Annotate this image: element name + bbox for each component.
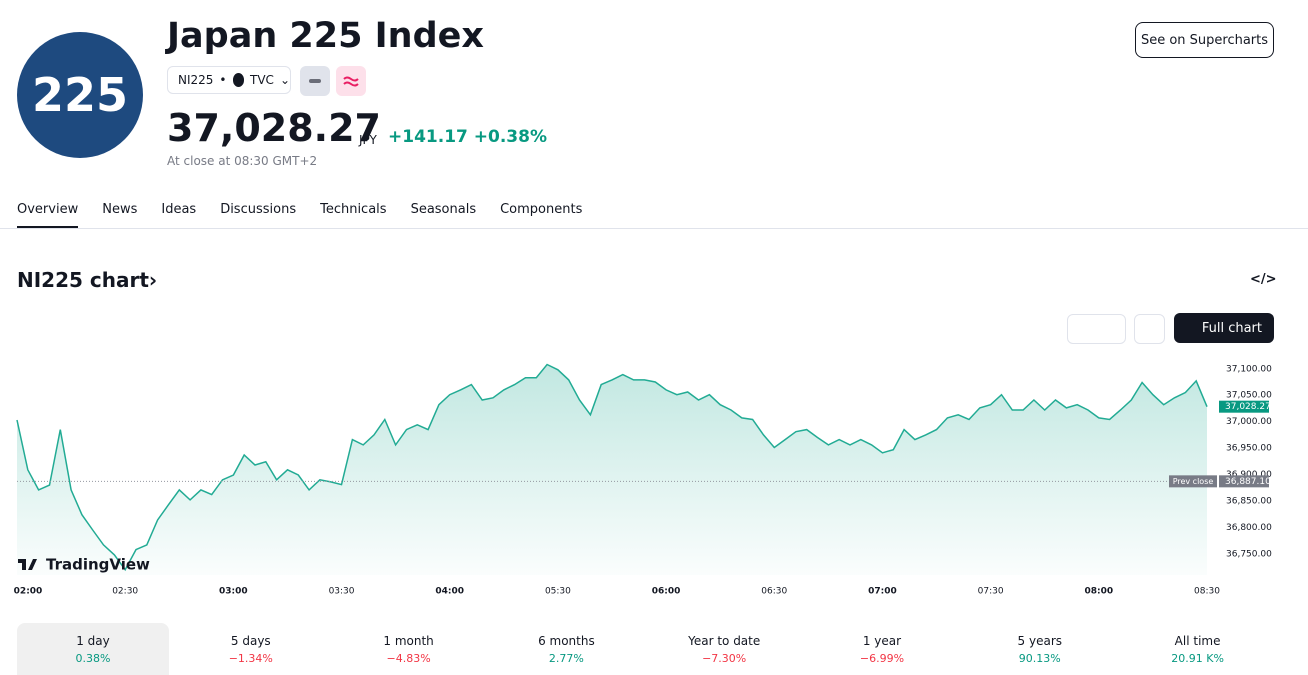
x-tick-label: 07:00 (868, 587, 897, 597)
x-tick-label: 03:00 (219, 587, 248, 597)
period-change: −6.99% (859, 651, 905, 665)
chevron: ⌄ (279, 73, 290, 87)
period-change: 0.38% (75, 651, 111, 665)
prev-close-tag (1169, 475, 1217, 488)
symbol-selector[interactable]: NI225 • TVC ⌄ (167, 66, 291, 94)
period-label: 1 year (862, 633, 902, 648)
period-change: 90.13% (1018, 651, 1061, 665)
snapshot-button[interactable] (1134, 314, 1165, 344)
period-label: 1 day (76, 633, 110, 648)
x-tick-label: 02:00 (14, 587, 43, 597)
area (17, 364, 1207, 575)
period-label: 6 months (538, 633, 595, 648)
dot: • (219, 73, 227, 87)
period[interactable]: 1 day 0.38% (17, 623, 169, 675)
period-label: 5 days (230, 633, 271, 648)
section-title[interactable]: NI225 chart› (17, 268, 158, 292)
change: +141.17 +0.38% (388, 127, 547, 147)
embed-button[interactable]: </> (1250, 272, 1277, 287)
period-change: −4.83% (386, 651, 431, 665)
x-tick-label: 08:30 (1194, 587, 1220, 597)
tab[interactable]: Seasonals (410, 202, 477, 217)
period-label: Year to date (688, 633, 761, 648)
watermark: TradingView (46, 556, 150, 574)
tab[interactable]: Components (500, 202, 583, 217)
y-tick-label: 37,100.00 (1226, 364, 1272, 374)
tab[interactable]: Ideas (161, 202, 197, 217)
icon (343, 76, 359, 87)
chart: 36,750.00 36,800.00 36,850.00 36,900.00 36,9… (14, 363, 1272, 597)
logo: 225 (17, 32, 143, 158)
period-change: −7.30% (702, 651, 747, 665)
currency: JPY (359, 133, 377, 147)
close-note: At close at 08:30 GMT+2 (167, 154, 318, 168)
icon-button[interactable] (336, 66, 366, 96)
x-tick-label: 06:30 (761, 587, 787, 597)
y-tick-label: 36,750.00 (1226, 549, 1272, 559)
tab[interactable]: News (102, 202, 138, 217)
period[interactable]: 5 days −1.34% (175, 623, 327, 675)
period[interactable]: 1 year −6.99% (806, 623, 958, 675)
y-tick-label: 36,950.00 (1226, 444, 1272, 454)
period[interactable]: Year to date −7.30% (648, 623, 800, 675)
tabs: Overview News Ideas Discussions Technicals Se… (17, 202, 582, 228)
section-title-text: NI225 chart (17, 268, 149, 292)
x-tick-label: 08:00 (1084, 587, 1113, 597)
x-tick-label: 06:00 (652, 587, 681, 597)
period-label: 1 month (383, 633, 434, 648)
change-pct: +0.38% (473, 127, 548, 147)
period-list: 1 day 0.38% 5 days −1.34% 1 month −4.83% 6 mon… (17, 623, 1279, 675)
period[interactable]: 5 years 90.13% (964, 623, 1116, 675)
divider (0, 228, 1308, 229)
y-tick-label: 37,050.00 (1226, 391, 1272, 401)
period[interactable]: 1 month −4.83% (333, 623, 485, 675)
chart-style-toggle[interactable] (1067, 314, 1126, 344)
period[interactable]: 6 months 2.77% (490, 623, 642, 675)
prev-close-box (1219, 475, 1269, 488)
prev-close-label: 36,887.10 (1225, 477, 1271, 487)
full-chart-button[interactable]: Full chart (1174, 313, 1274, 343)
x-tick-label: 05:30 (545, 587, 571, 597)
price: 37,028.27 (167, 106, 381, 150)
supercharts-button[interactable]: See on Supercharts (1135, 22, 1274, 58)
y-tick-label: 36,900.00 (1226, 470, 1272, 480)
exchange: TVC (250, 73, 274, 87)
period-change: 2.77% (548, 651, 584, 665)
icon-button[interactable] (300, 66, 330, 96)
period[interactable]: All time 20.91 K% (1122, 623, 1274, 675)
prev-close-name: Prev close (1173, 477, 1214, 486)
period-change: −1.34% (228, 651, 273, 665)
period-label: 5 years (1017, 633, 1063, 648)
y-tick-label: 36,850.00 (1226, 496, 1272, 506)
price-line (16, 363, 1208, 572)
tab[interactable]: Overview (17, 202, 79, 228)
symbol: NI225 (178, 73, 214, 87)
exchange-icon (232, 73, 245, 87)
watermark-logo (18, 559, 37, 570)
tab[interactable]: Technicals (320, 202, 387, 217)
change-abs: +141.17 (388, 127, 468, 147)
y-tick-label: 37,000.00 (1226, 417, 1272, 427)
x-tick-label: 04:00 (435, 587, 464, 597)
last-price-box (1219, 400, 1269, 413)
y-tick-label: 36,800.00 (1226, 523, 1272, 533)
tab[interactable]: Discussions (220, 202, 297, 217)
x-tick-label: 07:30 (978, 587, 1004, 597)
period-change: 20.91 K% (1171, 651, 1224, 665)
x-tick-label: 02:30 (112, 587, 138, 597)
title: Japan 225 Index (167, 16, 484, 56)
x-tick-label: 03:30 (329, 587, 355, 597)
period-label: All time (1174, 633, 1221, 648)
last-price-label: 37,028.27 (1225, 402, 1271, 412)
